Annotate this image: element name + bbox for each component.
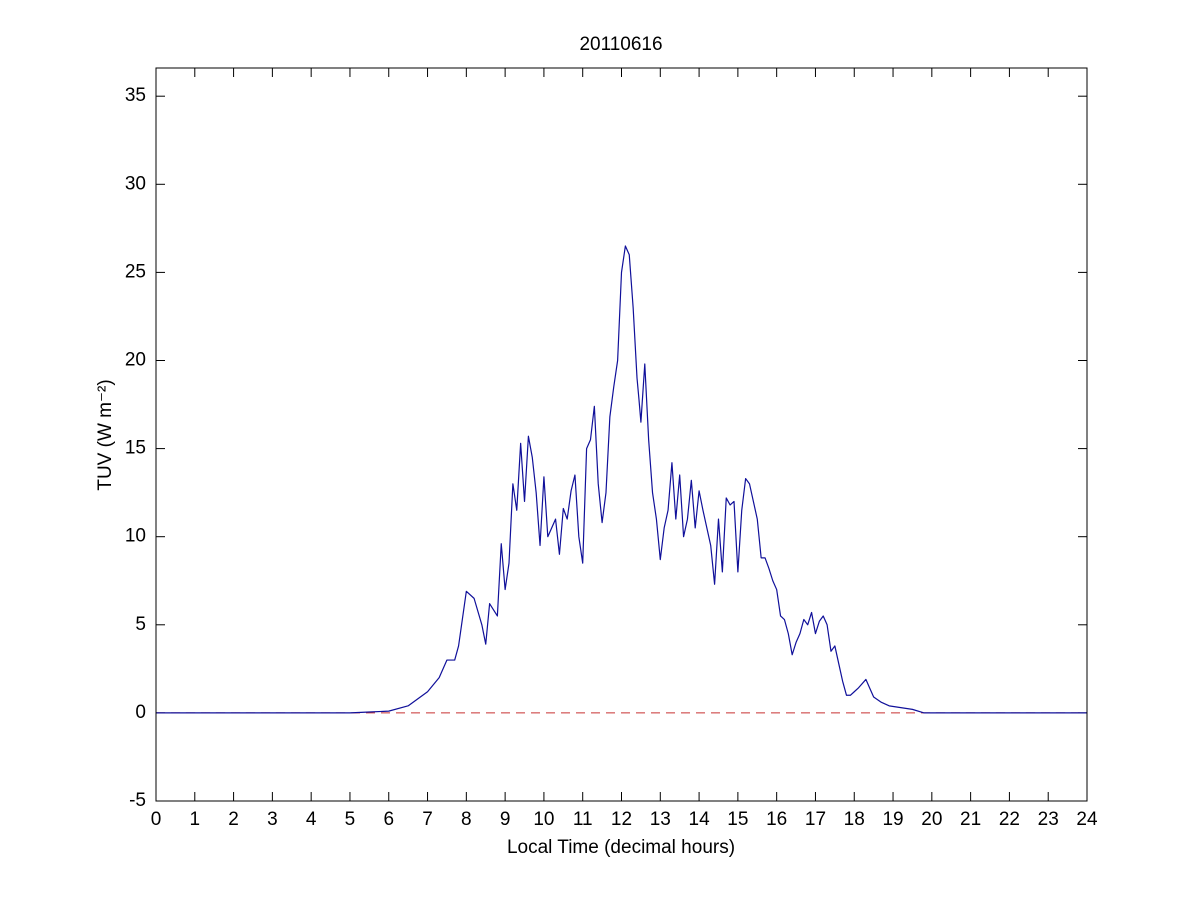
x-tick-label: 15	[727, 809, 748, 830]
x-tick-label: 5	[345, 809, 356, 830]
x-tick-label: 9	[500, 809, 511, 830]
x-tick-label: 16	[766, 809, 787, 830]
y-tick-label: 35	[125, 85, 146, 106]
x-tick-label: 8	[461, 809, 472, 830]
x-tick-label: 23	[1038, 809, 1059, 830]
y-tick-label: 5	[135, 614, 146, 635]
y-tick-label: 0	[135, 702, 146, 723]
x-tick-label: 18	[844, 809, 865, 830]
y-tick-label: 10	[125, 526, 146, 547]
x-tick-label: 3	[267, 809, 278, 830]
x-tick-label: 24	[1076, 809, 1098, 830]
x-tick-label: 1	[190, 809, 201, 830]
x-tick-label: 0	[151, 809, 162, 830]
data-line	[156, 245, 1087, 714]
x-tick-label: 20	[921, 809, 942, 830]
x-tick-label: 11	[573, 809, 593, 830]
x-tick-label: 7	[422, 809, 433, 830]
x-tick-label: 6	[383, 809, 394, 830]
x-tick-label: 22	[999, 809, 1020, 830]
plot-frame	[155, 67, 1088, 802]
y-tick-label: 15	[125, 438, 146, 459]
y-tick-label: 25	[125, 261, 146, 282]
x-tick-label: 19	[882, 809, 903, 830]
y-tick-label: 30	[125, 173, 146, 194]
x-tick-label: 4	[306, 809, 317, 830]
x-tick-label: 17	[805, 809, 826, 830]
x-tick-label: 14	[689, 809, 711, 830]
x-tick-label: 13	[650, 809, 671, 830]
y-tick-label: 20	[125, 350, 146, 371]
chart-title: 20110616	[579, 34, 662, 55]
y-axis-label: TUV (W m⁻²)	[95, 379, 116, 490]
x-tick-label: 12	[611, 809, 632, 830]
x-axis-label: Local Time (decimal hours)	[507, 837, 735, 858]
x-tick-label: 10	[533, 809, 554, 830]
x-tick-label: 2	[228, 809, 239, 830]
x-tick-label: 21	[960, 809, 981, 830]
y-tick-label: -5	[129, 790, 146, 811]
